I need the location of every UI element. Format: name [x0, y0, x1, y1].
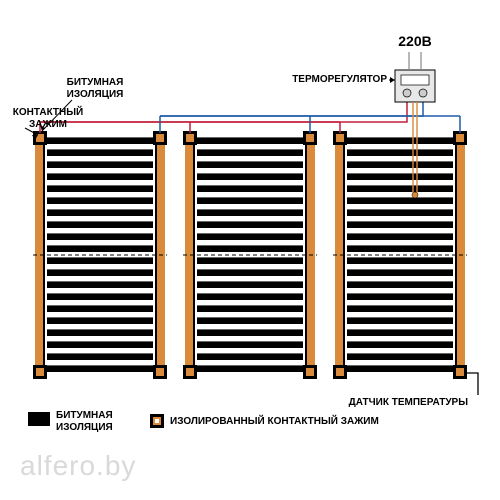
svg-text:ТЕРМОРЕГУЛЯТОР: ТЕРМОРЕГУЛЯТОР — [292, 74, 387, 85]
svg-text:ИЗОЛИРОВАННЫЙ КОНТАКТНЫЙ ЗАЖИМ: ИЗОЛИРОВАННЫЙ КОНТАКТНЫЙ ЗАЖИМ — [170, 414, 379, 427]
watermark: alfero.by — [20, 450, 136, 482]
svg-text:ИЗОЛЯЦИЯ: ИЗОЛЯЦИЯ — [56, 422, 113, 433]
wiring-diagram: 220ВТЕРМОРЕГУЛЯТОРБИТУМНАЯИЗОЛЯЦИЯКОНТАК… — [0, 0, 500, 500]
svg-text:ДАТЧИК ТЕМПЕРАТУРЫ: ДАТЧИК ТЕМПЕРАТУРЫ — [349, 397, 469, 408]
svg-text:ИЗОЛЯЦИЯ: ИЗОЛЯЦИЯ — [67, 89, 124, 100]
svg-text:БИТУМНАЯ: БИТУМНАЯ — [56, 410, 113, 421]
svg-text:220В: 220В — [398, 33, 431, 49]
svg-text:КОНТАКТНЫЙ: КОНТАКТНЫЙ — [13, 105, 83, 118]
svg-text:ЗАЖИМ: ЗАЖИМ — [29, 119, 67, 130]
svg-text:БИТУМНАЯ: БИТУМНАЯ — [67, 77, 124, 88]
